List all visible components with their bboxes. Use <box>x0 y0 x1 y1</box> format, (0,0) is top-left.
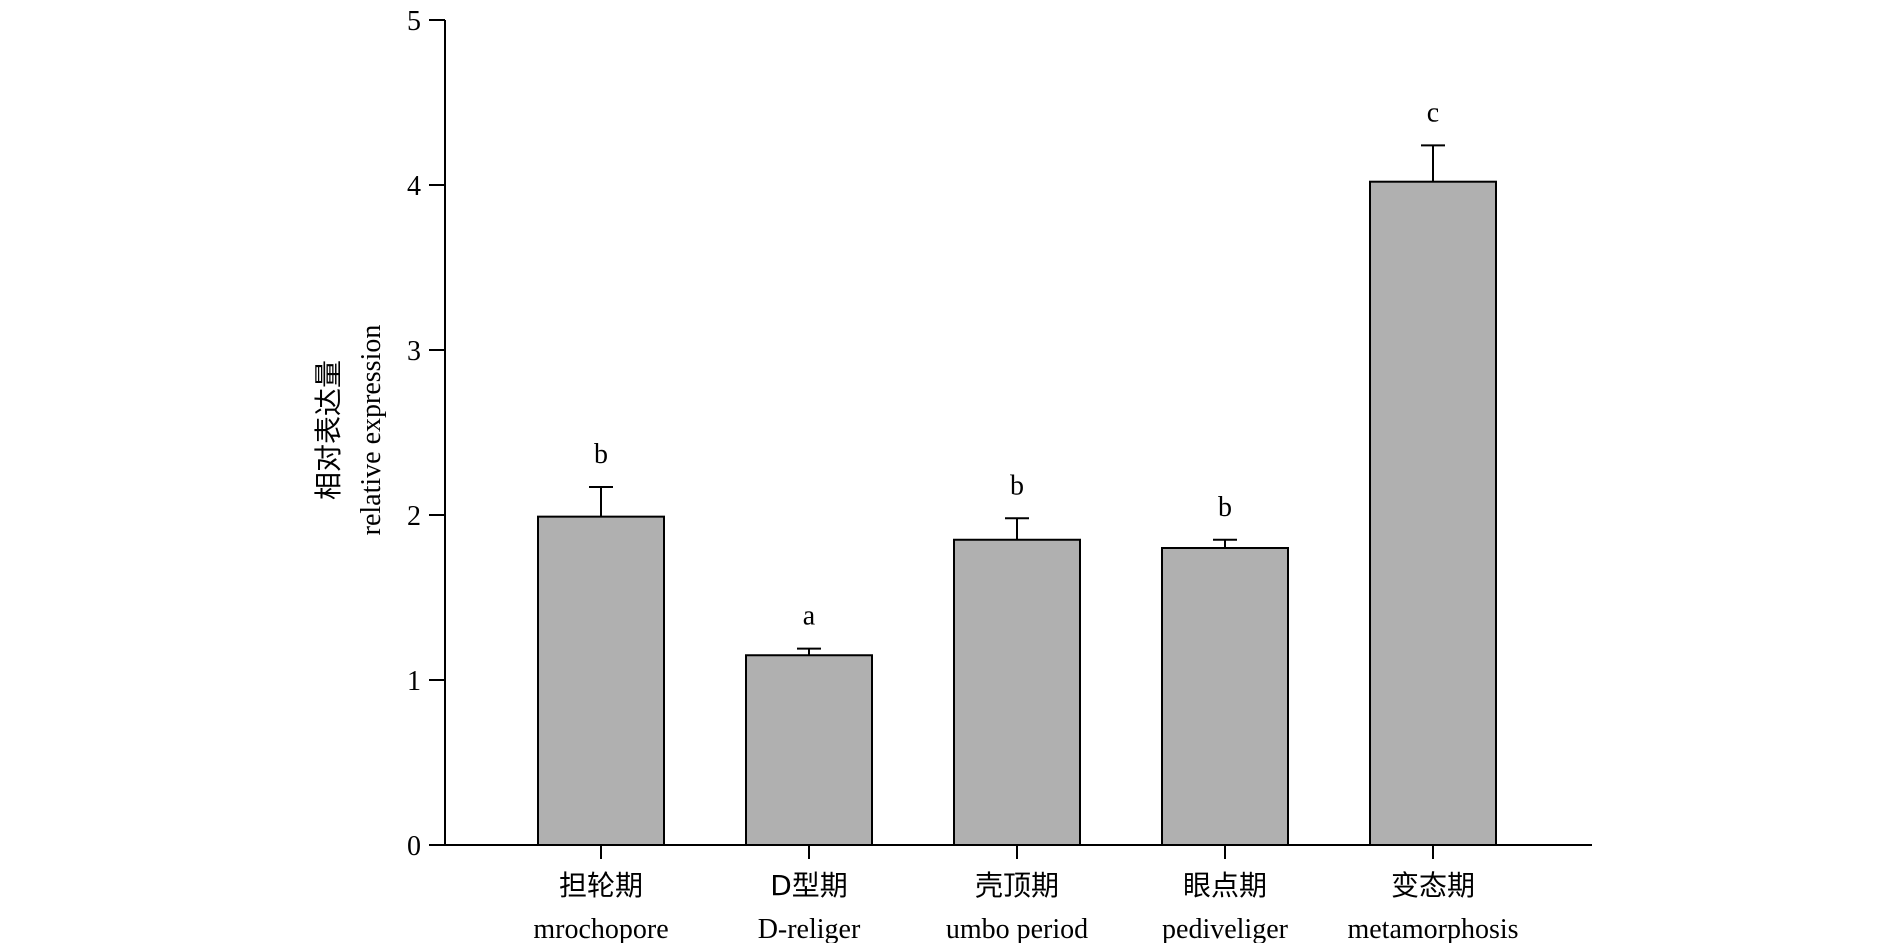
x-tick-label-en: D-religer <box>758 914 861 943</box>
significance-label: b <box>1010 470 1024 501</box>
bars: b a b b c <box>537 97 1497 847</box>
bar <box>745 654 873 846</box>
bar <box>1161 547 1289 846</box>
y-tick-label: 1 <box>407 666 421 697</box>
significance-label: c <box>1427 97 1439 128</box>
y-tick-label: 4 <box>407 171 421 202</box>
significance-label: a <box>803 601 816 632</box>
y-tick-label: 2 <box>407 501 421 532</box>
y-tick-label: 0 <box>407 831 421 862</box>
x-tick-label-en: mrochopore <box>533 914 668 943</box>
y-tick-label: 5 <box>407 6 421 37</box>
x-tick-label-en: pediveliger <box>1162 914 1289 943</box>
y-axis-label-en: relative expression <box>356 325 387 536</box>
bar <box>537 515 665 847</box>
y-axis-label-zh: 相对表达量 <box>312 360 345 500</box>
y-axis-ticks: 0 1 2 3 4 5 <box>407 6 445 862</box>
x-tick-label-zh: 壳顶期 <box>975 869 1059 902</box>
bar <box>1369 180 1497 846</box>
x-tick-label-zh: 担轮期 <box>559 869 643 902</box>
x-tick-label-en: umbo period <box>946 914 1088 943</box>
x-axis-ticks: 担轮期 mrochopore D型期 D-religer 壳顶期 umbo period 眼… <box>533 845 1519 943</box>
x-tick-label-zh: 变态期 <box>1391 869 1475 902</box>
y-axis-label: 相对表达量 relative expression <box>312 325 387 536</box>
x-tick-label-zh: D型期 <box>770 869 848 902</box>
bar <box>953 538 1081 846</box>
significance-label: b <box>594 439 608 470</box>
x-tick-label-zh: 眼点期 <box>1183 869 1267 902</box>
x-tick-label-en: metamorphosis <box>1347 914 1518 943</box>
significance-label: b <box>1218 492 1232 523</box>
y-tick-label: 3 <box>407 336 421 367</box>
